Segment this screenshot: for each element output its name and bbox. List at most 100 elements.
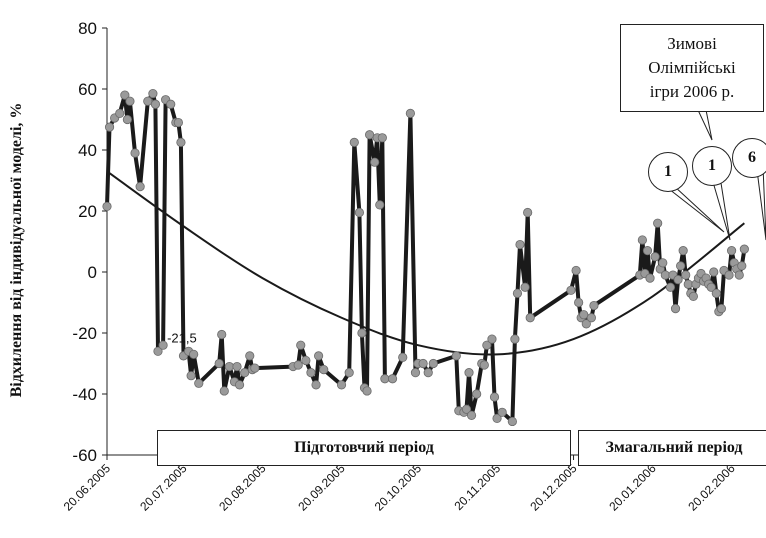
y-tick-label: -20 [72,324,97,343]
data-point-marker [665,282,676,292]
data-point-marker [637,235,647,245]
data-point-marker [479,360,489,370]
data-point-marker [451,351,461,361]
data-point-marker [153,346,163,356]
data-point-marker [234,380,245,390]
callout-line-3: ігри 2006 р. [649,82,735,101]
data-point-marker [515,239,525,250]
data-point-marker [311,380,321,390]
callout-pointer [712,181,731,241]
callout-pointer [697,109,713,141]
data-point-marker [130,148,140,158]
x-tick-label: 20.06.2005 [61,461,114,514]
data-point-marker [658,258,668,268]
olympics-callout: Зимові Олімпійські ігри 2006 р. [620,24,764,112]
data-point-marker [232,361,242,372]
data-point-marker [492,413,502,423]
data-point-marker [364,130,375,140]
data-point-marker [512,288,523,298]
data-point-marker [688,291,698,301]
data-point-marker [716,303,727,314]
data-point-marker [143,96,153,106]
data-point-marker [176,137,186,147]
data-markers-group [102,88,749,427]
data-point-marker [589,300,599,311]
data-point-marker [660,270,670,280]
data-point-marker [489,392,500,402]
data-point-marker [214,358,224,369]
trend-line [106,170,745,356]
x-tick-label: 20.01.2006 [606,461,659,514]
preparatory-period-label: Підготовчий період [157,430,571,466]
competition-period-label: Змагальний період [578,430,766,466]
data-point-marker [579,310,589,320]
data-point-marker [250,363,260,373]
data-point-marker [464,368,474,378]
data-point-marker [410,368,421,378]
data-point-marker [683,279,693,289]
data-point-marker [314,351,324,361]
data-point-marker [122,114,132,125]
callout-line-2: Олімпійські [648,58,736,77]
y-tick-label: -60 [72,446,97,465]
data-point-marker [224,361,234,372]
data-point-marker [217,329,227,340]
data-point-marker [653,218,663,228]
data-point-marker [520,282,530,292]
data-point-marker [418,358,428,369]
data-point-marker [104,122,115,132]
data-label: -21,5 [167,331,197,346]
callout-line-1: Зимові [667,34,717,53]
data-point-marker [158,340,168,350]
data-point-marker [296,340,306,350]
data-point-marker [301,355,311,366]
bubble-2: 1 [692,146,732,186]
data-point-marker [650,252,660,262]
data-point-marker [148,88,158,99]
data-point-marker [734,270,744,280]
trend-line-group [106,170,745,356]
data-point-marker [380,374,390,384]
data-point-marker [354,207,364,218]
data-point-marker [497,407,507,417]
data-point-marker [166,99,176,109]
data-point-marker [676,261,686,271]
data-point-marker [472,389,482,399]
data-point-marker [194,378,204,388]
data-point-marker [681,270,691,280]
data-point-marker [219,386,229,396]
data-point-marker [487,334,497,344]
data-point-marker [673,275,683,285]
y-tick-label: 40 [78,141,97,160]
data-point-marker [574,297,584,308]
y-tick-label: 60 [78,80,97,99]
bubble-3: 6 [732,138,766,178]
data-point-marker [466,410,477,420]
data-point-marker [319,364,329,375]
data-point-marker [566,285,576,295]
data-point-marker [362,386,372,396]
data-point-marker [135,182,145,192]
callout-pointer [756,165,766,241]
data-point-marker [586,313,596,323]
data-point-marker [189,349,199,359]
data-point-marker [240,368,250,378]
x-tick-label: 20.11.2005 [451,461,503,513]
data-point-marker [293,360,303,370]
annotations-group: -21,5 [167,331,197,346]
callout-pointer [668,185,725,233]
y-axis-label-wrap: Відхилення від індивідуальної моделі, % [2,60,32,440]
data-point-marker [711,288,721,298]
data-point-marker [678,246,688,256]
data-point-marker [507,416,517,427]
x-tick-label: 20.07.2005 [137,461,190,514]
data-point-marker [370,157,380,167]
y-axis-label: Відхилення від індивідуальної моделі, % [8,102,25,398]
data-point-marker [173,117,183,128]
data-point-marker [428,358,438,369]
x-tick-label: 20.02.2006 [685,461,738,514]
data-point-marker [405,108,415,119]
x-tick-label: 20.08.2005 [216,461,269,514]
data-point-marker [423,368,433,378]
